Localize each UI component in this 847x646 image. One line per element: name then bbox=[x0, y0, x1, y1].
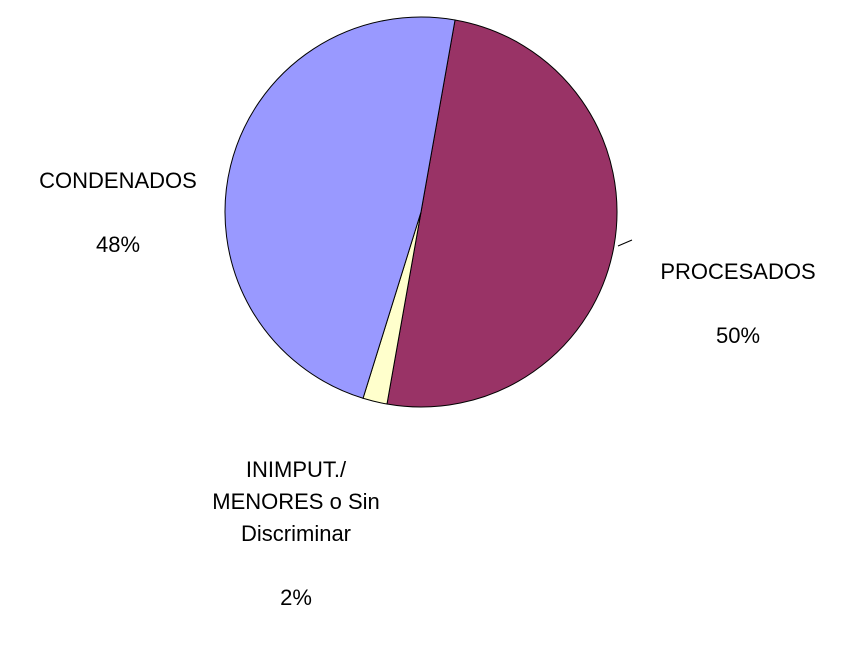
slice-label: INIMPUT./ MENORES o Sin Discriminar 2% bbox=[212, 422, 380, 646]
value-label: 48% bbox=[95, 232, 141, 257]
leader-line bbox=[617, 239, 633, 247]
pie bbox=[224, 16, 618, 408]
pie-slice bbox=[224, 16, 456, 399]
category-label: CONDENADOS bbox=[39, 168, 197, 193]
value-label: 50% bbox=[715, 323, 761, 348]
category-label: PROCESADOS bbox=[660, 259, 816, 284]
value-label: 2% bbox=[280, 585, 312, 610]
pie-slice bbox=[386, 19, 618, 408]
chart bbox=[224, 16, 633, 408]
category-label: INIMPUT./ MENORES o Sin Discriminar bbox=[212, 457, 380, 546]
page: {"chart_data": {"type": "pie", "categori… bbox=[39, 16, 816, 610]
slice-label: PROCESADOS 50% bbox=[660, 224, 815, 384]
slice-label: CONDENADOS 48% bbox=[39, 133, 197, 293]
